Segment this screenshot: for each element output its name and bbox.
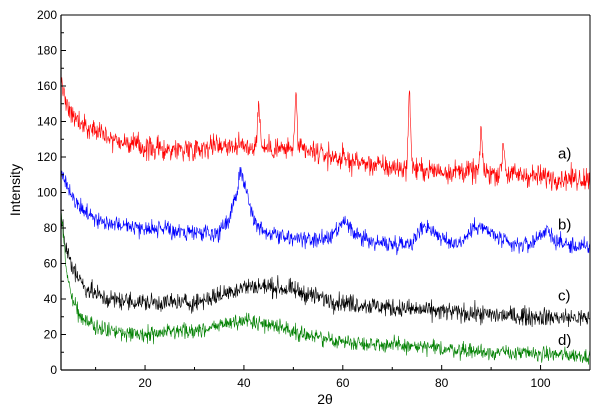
- y-tick-label: 20: [44, 328, 58, 342]
- series-line-4: [60, 210, 590, 365]
- y-tick-label: 100: [37, 186, 57, 200]
- series-line-1: [60, 77, 590, 191]
- x-tick-label: 100: [531, 376, 551, 390]
- series-label-2: b): [558, 216, 571, 233]
- y-tick-label: 200: [37, 8, 57, 22]
- x-tick-label: 80: [435, 376, 449, 390]
- series-line-2: [60, 166, 590, 256]
- series-label-1: a): [558, 145, 571, 162]
- y-tick-label: 0: [50, 363, 57, 377]
- series-label-4: d): [558, 332, 571, 349]
- axes: [60, 14, 591, 371]
- series-layer: [60, 77, 590, 365]
- y-axis-title: Intensity: [7, 164, 23, 216]
- x-tick-label: 20: [138, 376, 152, 390]
- y-tick-label: 120: [37, 150, 57, 164]
- x-tick-label: 40: [237, 376, 251, 390]
- ticks: 0 20 40 60 80 100 120 140 160 180 200 20 40 60 80 100: [37, 8, 591, 390]
- x-axis-title: 2θ: [317, 391, 333, 407]
- y-tick-label: 180: [37, 44, 57, 58]
- y-tick-label: 60: [44, 257, 58, 271]
- x-tick-label: 60: [336, 376, 350, 390]
- y-tick-label: 140: [37, 115, 57, 129]
- series-labels: a) b) c) d): [558, 145, 571, 348]
- y-tick-label: 160: [37, 79, 57, 93]
- series-line-3: [60, 208, 590, 328]
- y-tick-label: 40: [44, 292, 58, 306]
- series-label-3: c): [558, 287, 571, 304]
- y-tick-label: 80: [44, 221, 58, 235]
